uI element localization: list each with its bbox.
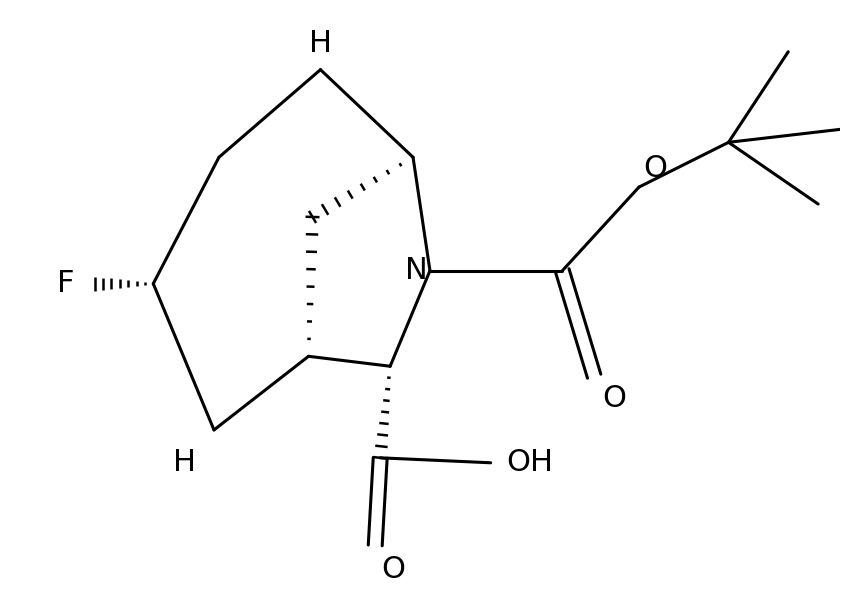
Text: N: N xyxy=(405,256,428,285)
Text: F: F xyxy=(57,269,75,298)
Text: O: O xyxy=(602,384,626,413)
Text: H: H xyxy=(173,448,196,477)
Text: H: H xyxy=(309,29,332,58)
Text: O: O xyxy=(643,154,667,183)
Text: OH: OH xyxy=(507,448,553,477)
Text: O: O xyxy=(381,555,405,584)
